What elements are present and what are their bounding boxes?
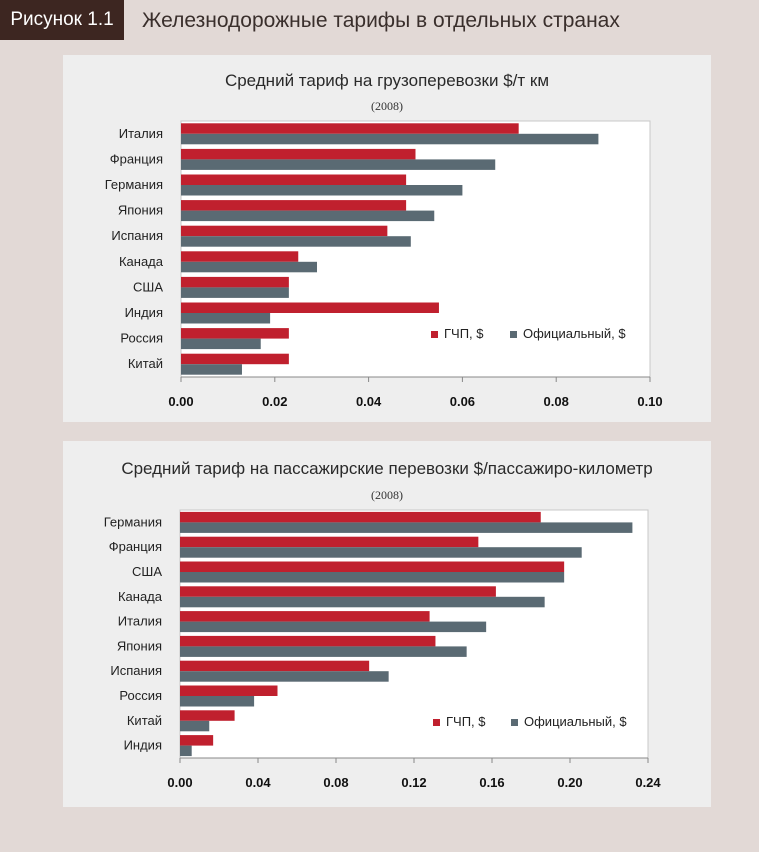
legend-label-gdp: ГЧП, $	[444, 326, 484, 341]
legend-swatch-official	[510, 331, 517, 338]
bar-gdp-3	[180, 561, 565, 572]
category-label: Канада	[119, 254, 164, 269]
figure-label: Рисунок 1.1	[0, 0, 124, 40]
bar-official-4	[181, 210, 435, 222]
category-label: Испания	[111, 228, 163, 243]
category-label: Франция	[110, 151, 163, 166]
category-label: Германия	[104, 514, 162, 529]
bar-official-2	[180, 547, 582, 558]
bar-official-6	[181, 261, 318, 273]
bar-gdp-3	[181, 174, 407, 185]
category-label: Франция	[109, 539, 162, 554]
category-label: Россия	[120, 331, 163, 346]
legend-swatch-gdp	[433, 719, 440, 726]
bar-gdp-1	[180, 511, 541, 523]
bar-official-1	[180, 522, 633, 533]
category-label: Китай	[127, 713, 162, 728]
bar-official-3	[181, 185, 463, 196]
category-label: Испания	[110, 663, 162, 678]
bar-gdp-2	[180, 536, 479, 548]
x-tick-label: 0.02	[262, 394, 287, 409]
x-tick-label: 0.12	[401, 775, 426, 790]
category-label: Индия	[125, 305, 163, 320]
bar-official-9	[181, 338, 261, 350]
bar-gdp-9	[180, 710, 235, 721]
bar-official-8	[180, 696, 255, 707]
bar-gdp-5	[181, 225, 388, 237]
x-tick-label: 0.08	[544, 394, 569, 409]
x-tick-label: 0.04	[245, 775, 271, 790]
bar-gdp-7	[181, 276, 289, 288]
category-label: Италия	[119, 126, 163, 141]
bar-official-6	[180, 646, 467, 657]
bar-gdp-10	[180, 735, 214, 746]
bar-official-5	[181, 236, 411, 247]
bar-official-3	[180, 572, 565, 583]
legend-label-gdp: ГЧП, $	[446, 714, 486, 729]
passenger-chart: Германия Франция США Канада Италия Япония Испа…	[104, 509, 661, 790]
legend-label-official: Официальный, $	[523, 326, 626, 341]
freight-chart: Италия Франция Германия Япония Испания Канада…	[105, 120, 663, 409]
x-tick-label: 0.16	[479, 775, 504, 790]
chart-title: Средний тариф на грузоперевозки $/т км	[224, 71, 550, 90]
bar-gdp-8	[180, 685, 278, 696]
x-tick-label: 0.24	[635, 775, 661, 790]
x-tick-label: 0.04	[356, 394, 382, 409]
bar-official-2	[181, 159, 496, 170]
bar-official-10	[181, 364, 242, 375]
bar-gdp-6	[181, 251, 299, 262]
bar-gdp-7	[180, 660, 370, 672]
bar-gdp-2	[181, 148, 416, 160]
passenger-chart-panel: Средний тариф на пассажирские перевозки …	[63, 441, 711, 807]
bar-gdp-1	[181, 123, 519, 134]
bar-official-7	[181, 287, 289, 298]
bar-official-4	[180, 596, 545, 608]
bar-gdp-4	[180, 586, 496, 597]
bar-gdp-10	[181, 353, 289, 365]
legend-label-official: Официальный, $	[524, 714, 627, 729]
category-label: США	[132, 564, 162, 579]
x-tick-label: 0.00	[168, 394, 193, 409]
bar-official-9	[180, 720, 210, 732]
x-tick-label: 0.10	[637, 394, 662, 409]
bar-gdp-4	[181, 200, 407, 211]
category-label: Канада	[118, 589, 163, 604]
category-label: Германия	[105, 177, 163, 192]
bar-official-7	[180, 671, 389, 682]
chart-subtitle: (2008)	[371, 99, 403, 113]
category-label: Япония	[118, 203, 163, 218]
category-label: Япония	[117, 638, 162, 653]
legend-swatch-gdp	[431, 331, 438, 338]
category-label: Италия	[118, 614, 162, 629]
bar-gdp-9	[181, 328, 289, 339]
bar-gdp-8	[181, 302, 439, 313]
chart-title: Средний тариф на пассажирские перевозки …	[121, 459, 653, 478]
bar-official-5	[180, 621, 487, 633]
bar-official-1	[181, 133, 599, 145]
bar-gdp-6	[180, 635, 436, 647]
x-tick-label: 0.08	[323, 775, 348, 790]
legend-swatch-official	[511, 719, 518, 726]
bar-gdp-5	[180, 611, 430, 622]
chart-subtitle: (2008)	[371, 488, 403, 502]
x-tick-label: 0.06	[450, 394, 475, 409]
bar-official-10	[180, 745, 192, 757]
x-tick-label: 0.00	[167, 775, 192, 790]
x-tick-label: 0.20	[557, 775, 582, 790]
figure-title: Железнодорожные тарифы в отдельных стран…	[142, 9, 620, 32]
category-label: США	[133, 279, 163, 294]
bar-official-8	[181, 313, 271, 324]
category-label: Индия	[124, 738, 162, 753]
freight-chart-panel: Средний тариф на грузоперевозки $/т км (…	[63, 55, 711, 422]
category-label: Китай	[128, 356, 163, 371]
category-label: Россия	[119, 688, 162, 703]
